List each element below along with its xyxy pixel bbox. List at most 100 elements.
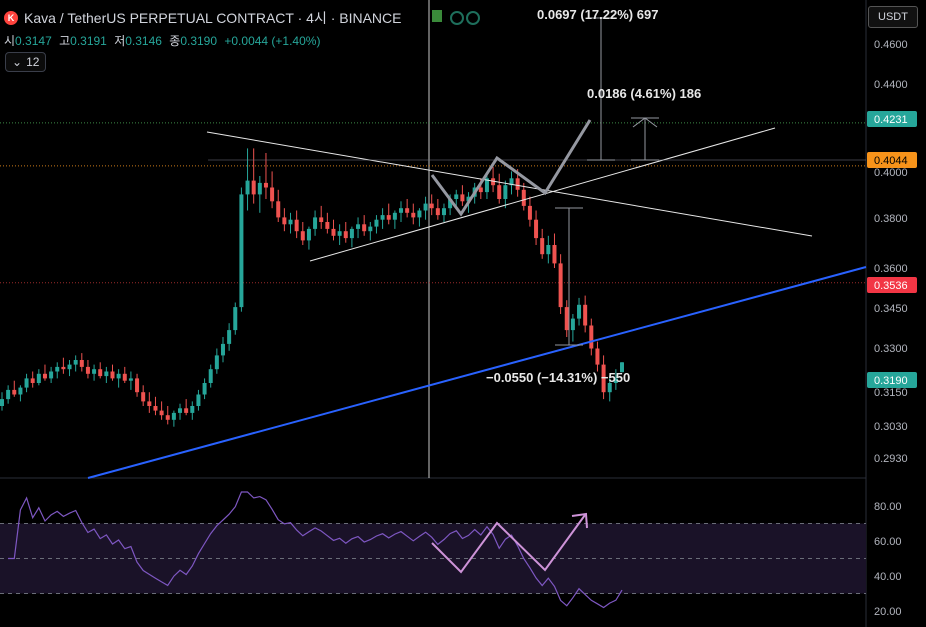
candle-body: [36, 373, 41, 383]
candle-body: [392, 212, 397, 220]
candle-body: [245, 180, 250, 195]
price-label-text: 0.4044: [874, 155, 908, 167]
rsi-line: [8, 491, 623, 609]
candle-body: [306, 228, 311, 241]
close-key: 종: [169, 34, 181, 48]
candle-body: [98, 369, 103, 377]
indicator-count: 12: [26, 55, 40, 69]
candle-body: [30, 378, 35, 383]
candle-body: [233, 307, 238, 331]
candle-body: [227, 330, 232, 344]
candle-body: [411, 212, 416, 218]
candle-body: [331, 228, 336, 236]
rsi-tick-label: 80.00: [874, 501, 902, 513]
candle-body: [540, 238, 545, 255]
candle-body: [368, 226, 373, 232]
candle-body: [24, 378, 29, 388]
candle-body: [300, 231, 305, 241]
candle-body: [18, 387, 23, 395]
candle-body: [349, 228, 354, 239]
candle-body: [42, 373, 47, 379]
candle-body: [583, 304, 588, 326]
candle-body: [220, 343, 225, 356]
low-value: 0.3146: [125, 34, 162, 48]
candle-body: [552, 245, 557, 264]
rsi-tick-label: 20.00: [874, 606, 902, 618]
price-tick-label: 0.3300: [874, 343, 908, 355]
candle-body: [534, 219, 539, 239]
candle-body: [159, 410, 164, 416]
candle-body: [521, 189, 526, 206]
candle-body: [116, 373, 121, 379]
candle-body: [577, 304, 582, 319]
candle-body: [509, 178, 514, 186]
ohlc-readout: 시0.3147 고0.3191 저0.3146 종0.3190 +0.0044 …: [4, 32, 324, 49]
measure-17pct-label: 0.0697 (17.22%) 697: [537, 7, 658, 22]
candle-body: [263, 182, 268, 188]
candle-body: [67, 364, 72, 370]
candle-body: [356, 224, 361, 229]
candle-body: [0, 399, 4, 406]
candle-body: [214, 355, 219, 370]
candle-body: [196, 394, 201, 406]
zigzag-projection: [430, 119, 592, 217]
candle-body: [497, 185, 502, 199]
candle-body: [441, 208, 446, 216]
replay-icon[interactable]: [466, 11, 480, 25]
candle-body: [607, 383, 612, 393]
candle-body: [153, 406, 158, 411]
candle-body: [313, 217, 318, 229]
candle-body: [454, 194, 459, 199]
price-tick-label: 0.4600: [874, 39, 908, 51]
support-trendline: [87, 266, 867, 479]
close-value: 0.3190: [180, 34, 218, 48]
high-key: 고: [59, 34, 71, 48]
chevron-down-icon: ⌄: [12, 55, 23, 69]
candle-body: [429, 203, 434, 209]
candle-body: [325, 222, 330, 229]
price-label-text: 0.3190: [874, 375, 908, 387]
rsi-tick-label: 60.00: [874, 536, 902, 548]
measure-minus14pct-label: −0.0550 (−14.31%) −550: [486, 370, 630, 385]
candle-body: [190, 406, 195, 413]
price-tick-label: 0.3030: [874, 421, 908, 433]
candle-body: [147, 401, 152, 406]
candle-body: [546, 245, 551, 255]
candle-body: [613, 378, 618, 383]
candle-body: [208, 369, 213, 383]
candle-body: [251, 180, 256, 195]
low-key: 저: [114, 34, 126, 48]
candle-body: [55, 366, 60, 372]
candle-body: [73, 360, 78, 365]
symbol-title[interactable]: Kava / TetherUS PERPETUAL CONTRACT · 4시 …: [24, 10, 402, 26]
candle-body: [282, 217, 287, 225]
candle-body: [104, 371, 109, 377]
open-value: 0.3147: [15, 34, 52, 48]
candle-body: [527, 205, 532, 220]
flag-icon[interactable]: [432, 10, 442, 22]
candle-body: [12, 389, 17, 395]
indicator-toggle-button[interactable]: ⌄ 12: [5, 52, 47, 72]
candle-body: [558, 263, 563, 308]
rsi-zigzag-projection: [431, 514, 586, 574]
rsi-zigzag-arrow: [571, 512, 588, 529]
candle-body: [417, 210, 422, 218]
candle-body: [362, 224, 367, 232]
price-tick-label: 0.4400: [874, 79, 908, 91]
rsi-tick-label: 40.00: [874, 571, 902, 583]
candle-body: [337, 231, 342, 236]
candle-body: [141, 392, 146, 402]
circle-icon[interactable]: [450, 11, 464, 25]
candle-body: [270, 187, 275, 202]
candle-body: [435, 208, 440, 216]
currency-selector[interactable]: USDT: [868, 6, 918, 28]
price-label-badge: [867, 111, 917, 127]
candle-body: [110, 371, 115, 379]
measure-4pct-label: 0.0186 (4.61%) 186: [587, 86, 701, 101]
candle-body: [92, 369, 97, 374]
candle-body: [122, 373, 127, 381]
candle-body: [405, 208, 410, 213]
candle-body: [423, 203, 428, 211]
candle-body: [466, 196, 471, 202]
